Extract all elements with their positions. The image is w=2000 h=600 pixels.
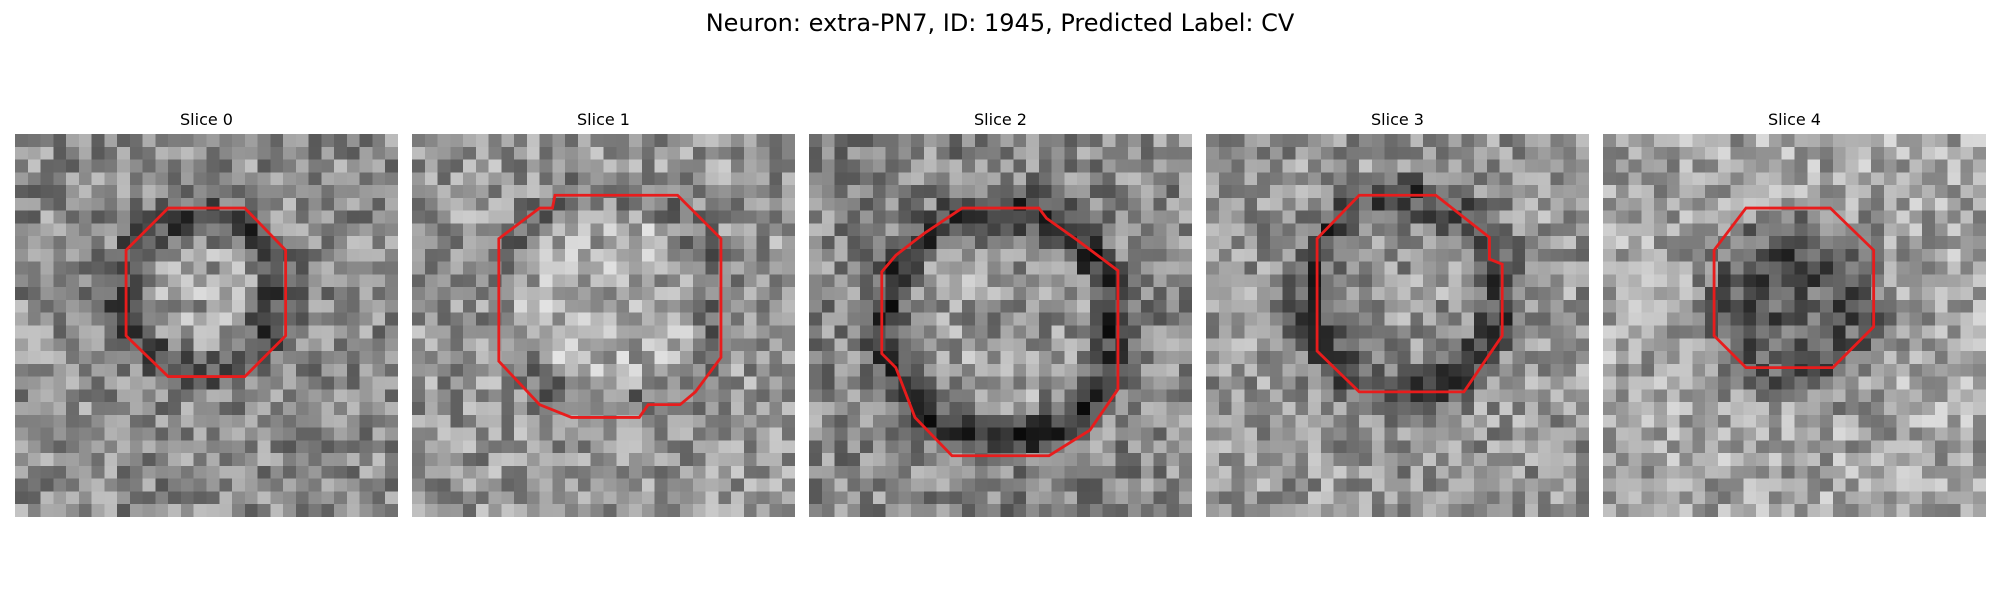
slice-panel-0: Slice 0 xyxy=(15,108,398,517)
slice-image xyxy=(809,134,1192,517)
contour-outline xyxy=(497,193,723,419)
slice-panel-1: Slice 1 xyxy=(412,108,795,517)
slice-image xyxy=(412,134,795,517)
contour-outline xyxy=(124,206,288,378)
slice-panel-3: Slice 3 xyxy=(1206,108,1589,517)
slice-title: Slice 0 xyxy=(180,110,233,129)
figure-title: Neuron: extra-PN7, ID: 1945, Predicted L… xyxy=(705,9,1295,37)
slice-title: Slice 3 xyxy=(1371,110,1424,129)
slice-panel-2: Slice 2 xyxy=(809,108,1192,517)
slice-image xyxy=(1206,134,1589,517)
slice-title: Slice 1 xyxy=(577,110,630,129)
slice-panel-4: Slice 4 xyxy=(1603,108,1986,517)
contour-outline xyxy=(1712,206,1876,370)
slice-image xyxy=(1603,134,1986,517)
contour-outline xyxy=(1315,193,1504,394)
slice-title: Slice 4 xyxy=(1768,110,1821,129)
contour-outline xyxy=(880,206,1120,458)
slice-title: Slice 2 xyxy=(974,110,1027,129)
slice-image xyxy=(15,134,398,517)
